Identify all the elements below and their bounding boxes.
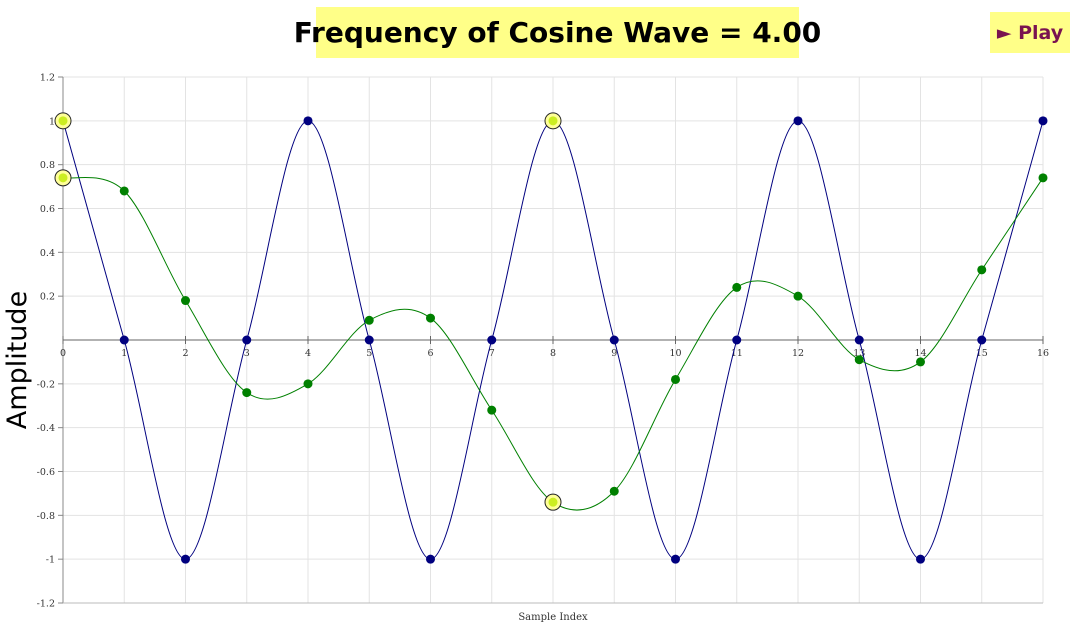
data-point-1 [793,291,803,301]
y-tick-label: 0.4 [40,248,55,259]
x-tick-label: 1 [121,348,127,359]
x-tick-label: 16 [1037,348,1049,359]
data-point-1 [609,486,619,496]
x-tick-label: 3 [244,348,250,359]
x-tick-label: 6 [427,348,433,359]
y-tick-label: -1 [46,555,55,566]
y-tick-label: 1 [49,116,55,127]
y-tick-label: -0.2 [37,379,55,390]
data-point-0 [916,554,925,564]
y-tick-label: 1.2 [40,73,55,84]
data-point-0 [426,554,435,564]
data-point-0 [119,335,129,345]
x-tick-label: 8 [550,348,556,359]
data-point-0 [303,116,313,126]
x-tick-label: 14 [914,348,926,359]
play-button[interactable]: ► Play [990,12,1070,53]
data-point-0 [364,335,374,345]
data-point-0 [242,335,252,345]
x-tick-label: 12 [792,348,804,359]
x-tick-label: 0 [60,348,66,359]
data-point-1 [671,374,680,384]
data-point-1 [1038,173,1048,183]
y-tick-label: 0.2 [40,292,55,303]
highlight-point [58,116,68,126]
x-axis-title: Sample Index [518,612,588,623]
x-tick-label: 15 [976,348,988,359]
data-point-1 [916,357,925,367]
y-axis-title: Amplitude [2,291,33,429]
data-point-1 [426,313,435,323]
y-tick-label: -1.2 [37,599,55,610]
y-tick-label: 0.8 [40,160,55,171]
x-tick-label: 10 [669,348,681,359]
data-point-0 [793,116,803,126]
x-tick-label: 9 [611,348,617,359]
highlight-point [58,173,68,183]
data-point-0 [854,335,864,345]
data-point-1 [242,388,252,398]
data-point-0 [181,554,190,564]
data-point-0 [977,335,987,345]
x-tick-label: 4 [305,348,311,359]
y-tick-label: 0.6 [40,204,55,215]
x-tick-label: 5 [366,348,372,359]
data-point-1 [181,296,190,306]
data-point-1 [487,405,497,415]
data-point-1 [303,379,313,389]
x-tick-label: 7 [489,348,495,359]
data-point-0 [732,335,742,345]
data-point-1 [364,315,374,325]
y-tick-label: -0.6 [37,467,55,478]
highlight-point [548,116,558,126]
data-point-0 [609,335,619,345]
data-point-0 [671,554,680,564]
data-point-0 [1038,116,1048,126]
tick-labels: 1.2 1 0.8 0.6 0.4 0.2 -0.2 -0.4 -0.6 -0.8 -1 -1.2 0 1… [37,73,1049,610]
data-point-1 [732,282,742,292]
data-point-1 [119,186,129,196]
x-tick-label: 13 [853,348,865,359]
x-tick-label: 2 [182,348,188,359]
data-point-1 [977,265,987,275]
data-point-0 [487,335,497,345]
y-tick-label: -0.4 [37,423,55,434]
axes [58,76,1044,604]
x-tick-label: 11 [731,348,743,359]
y-tick-label: -0.8 [37,511,55,522]
data-point-1 [854,355,864,365]
highlighted-points [54,112,562,511]
chart-title: Frequency of Cosine Wave = 4.00 [294,7,821,58]
highlight-point [548,497,558,507]
